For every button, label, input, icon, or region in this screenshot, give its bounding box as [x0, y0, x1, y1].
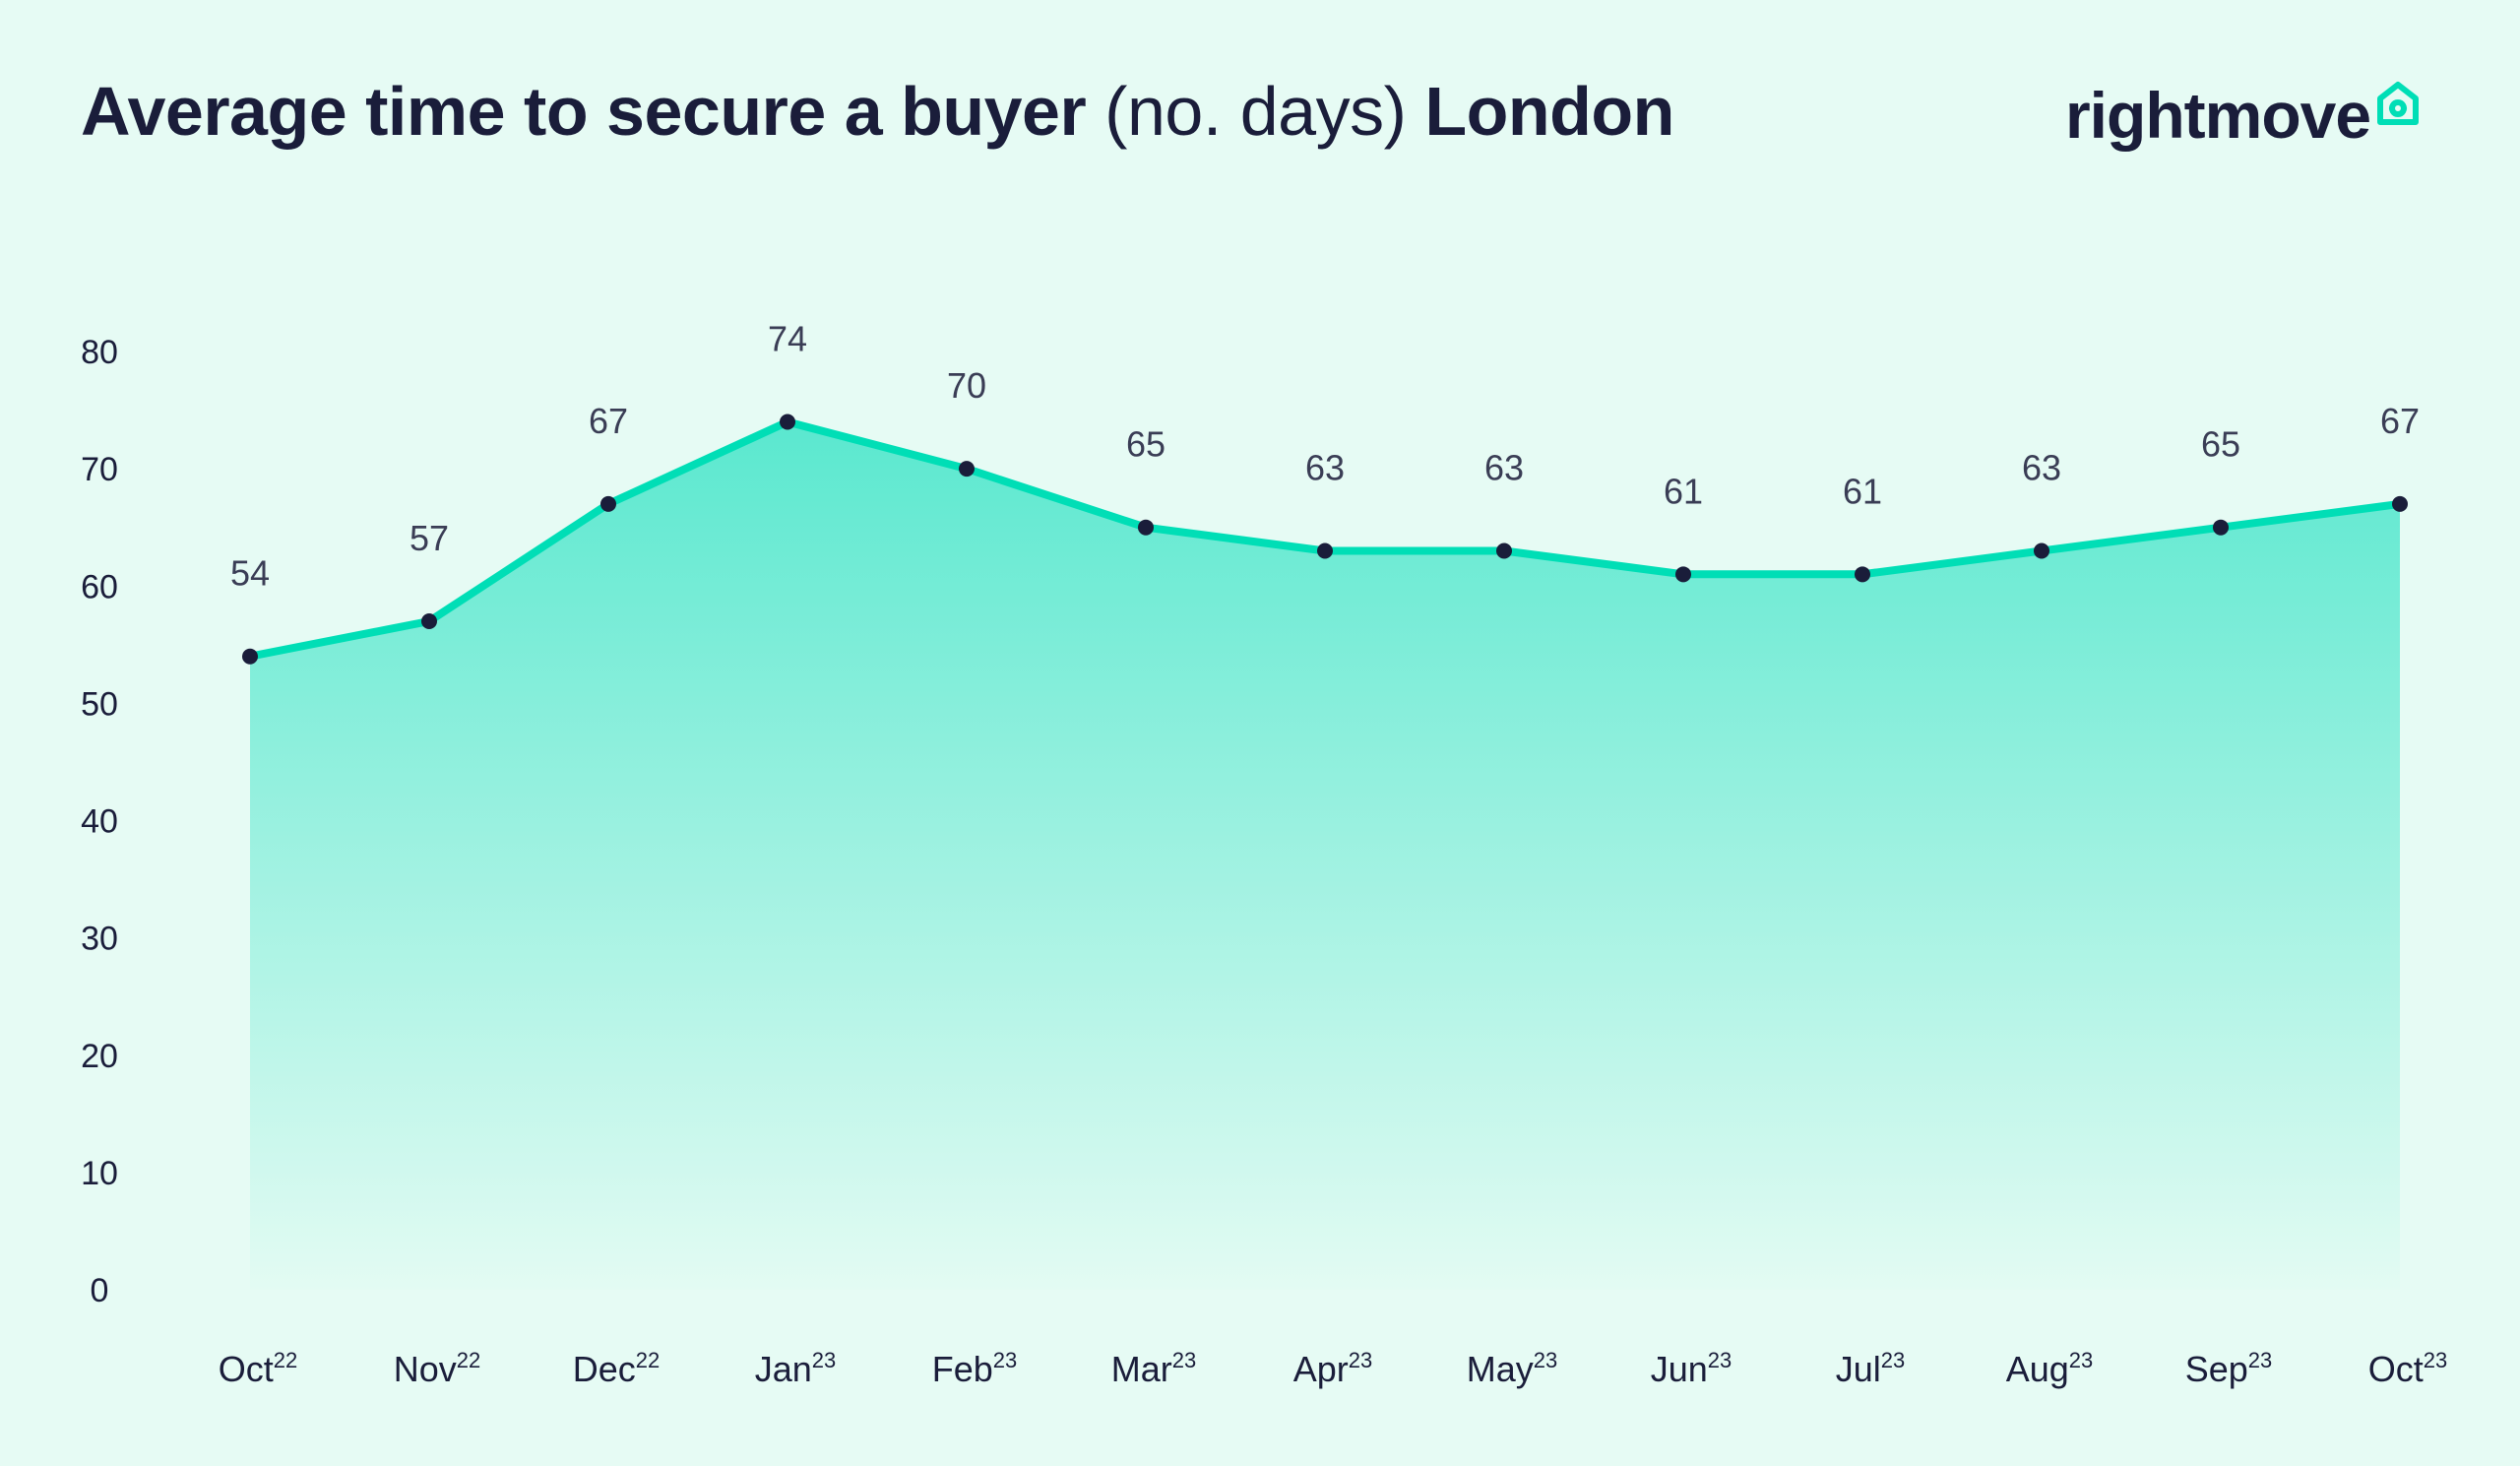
x-tick-label: Feb23: [932, 1348, 1018, 1389]
y-tick-label: 30: [81, 921, 118, 958]
data-point: [242, 648, 258, 665]
data-label: 63: [2022, 448, 2061, 488]
chart-title: Average time to secure a buyer (no. days…: [81, 67, 1674, 156]
x-tick-label: Jan23: [755, 1348, 837, 1389]
y-tick-label: 0: [91, 1272, 109, 1309]
data-point: [600, 495, 616, 512]
data-label: 61: [1843, 471, 1882, 511]
data-label: 74: [768, 318, 807, 358]
y-tick-label: 60: [81, 568, 118, 606]
data-label: 67: [589, 401, 628, 441]
data-label: 63: [1484, 448, 1524, 488]
data-label: 63: [1305, 448, 1345, 488]
y-tick-label: 20: [81, 1038, 118, 1075]
y-tick-label: 10: [81, 1155, 118, 1192]
data-point: [1496, 542, 1512, 559]
data-label: 65: [1126, 424, 1166, 465]
title-region: London: [1424, 73, 1674, 150]
x-tick-label: Oct22: [219, 1348, 298, 1389]
y-tick-label: 50: [81, 685, 118, 723]
data-label: 54: [230, 553, 270, 594]
data-point: [1138, 519, 1154, 536]
data-point: [2392, 495, 2408, 512]
data-points: [242, 414, 2408, 665]
x-tick-label: Aug23: [2006, 1348, 2094, 1389]
x-tick-label: Dec22: [573, 1348, 661, 1389]
data-point: [780, 414, 795, 430]
data-label: 70: [947, 365, 986, 406]
title-main: Average time to secure a buyer: [81, 73, 1087, 150]
y-axis: 0 10 20 30 40 50 60 70 80: [81, 334, 118, 1309]
house-icon: [2377, 82, 2420, 125]
data-point: [2034, 542, 2049, 559]
rightmove-logo: rightmove: [2065, 71, 2420, 159]
area-fill: [250, 421, 2400, 1290]
data-point: [421, 612, 437, 629]
logo-wordmark: rightmove: [2065, 79, 2371, 152]
x-tick-label: May23: [1467, 1348, 1558, 1389]
data-label: 65: [2201, 424, 2240, 465]
data-label: 61: [1664, 471, 1703, 511]
x-tick-label: Jul23: [1836, 1348, 1906, 1389]
x-tick-label: Apr23: [1293, 1348, 1373, 1389]
data-point: [2213, 519, 2229, 536]
data-label: 67: [2380, 401, 2420, 441]
data-point: [1855, 566, 1870, 583]
x-tick-label: Nov22: [394, 1348, 481, 1389]
data-labels: 54 57 67 74 70 65 63 63 61 61 63 65 67: [230, 318, 2420, 593]
x-tick-label: Mar23: [1111, 1348, 1196, 1389]
x-axis: Oct22 Nov22 Dec22 Jan23 Feb23 Mar23 Apr23 May23…: [219, 1348, 2448, 1389]
x-tick-label: Sep23: [2185, 1348, 2273, 1389]
data-point: [1317, 542, 1333, 559]
y-tick-label: 80: [81, 334, 118, 371]
y-tick-label: 40: [81, 803, 118, 841]
x-tick-label: Oct23: [2368, 1348, 2448, 1389]
title-unit: (no. days): [1104, 73, 1407, 150]
x-tick-label: Jun23: [1651, 1348, 1732, 1389]
data-label: 57: [410, 518, 449, 558]
data-point: [959, 461, 975, 478]
y-tick-label: 70: [81, 451, 118, 488]
data-point: [1675, 566, 1691, 583]
